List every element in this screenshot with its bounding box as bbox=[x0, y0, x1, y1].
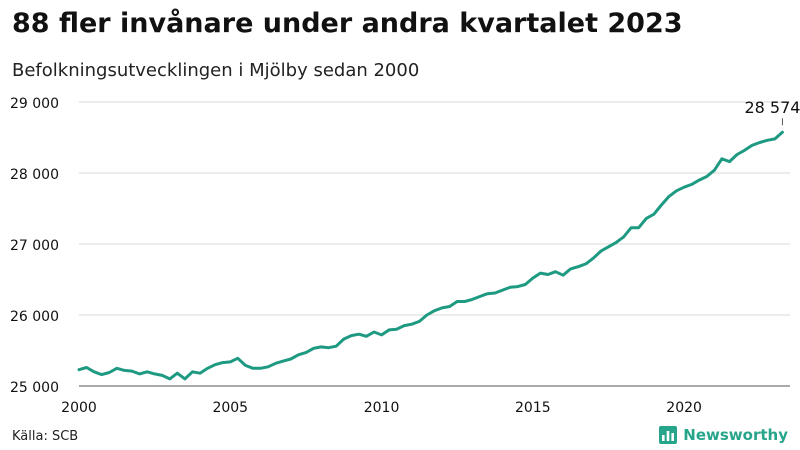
y-tick-label: 29 000 bbox=[10, 96, 59, 112]
brand-logo[interactable]: Newsworthy bbox=[659, 426, 788, 444]
grid-lines bbox=[79, 101, 790, 387]
x-axis-tick-labels: 2000 2005 2010 2015 2020 bbox=[61, 400, 702, 416]
x-tick-label: 2015 bbox=[515, 400, 551, 416]
y-tick-label: 26 000 bbox=[10, 309, 59, 325]
y-tick-label: 27 000 bbox=[10, 238, 59, 254]
annotation-label: 28 574 bbox=[744, 98, 800, 117]
x-tick-label: 2020 bbox=[666, 400, 702, 416]
y-tick-label: 28 000 bbox=[10, 167, 59, 183]
annotation-group: 28 574 bbox=[744, 98, 800, 126]
x-tick-label: 2005 bbox=[212, 400, 248, 416]
y-tick-label: 25 000 bbox=[10, 380, 59, 396]
chart-title: 88 fler invånare under andra kvartalet 2… bbox=[12, 8, 683, 39]
x-tick-label: 2000 bbox=[61, 400, 97, 416]
chart-subtitle: Befolkningsutvecklingen i Mjölby sedan 2… bbox=[12, 60, 420, 81]
source-note: Källa: SCB bbox=[12, 429, 79, 444]
series-line bbox=[77, 130, 784, 381]
y-axis-tick-labels: 25 000 26 000 27 000 28 000 29 000 bbox=[10, 96, 59, 396]
newsworthy-logo-icon bbox=[659, 426, 678, 444]
series-group bbox=[77, 130, 784, 381]
brand-name: Newsworthy bbox=[683, 426, 788, 444]
x-tick-label: 2010 bbox=[364, 400, 400, 416]
